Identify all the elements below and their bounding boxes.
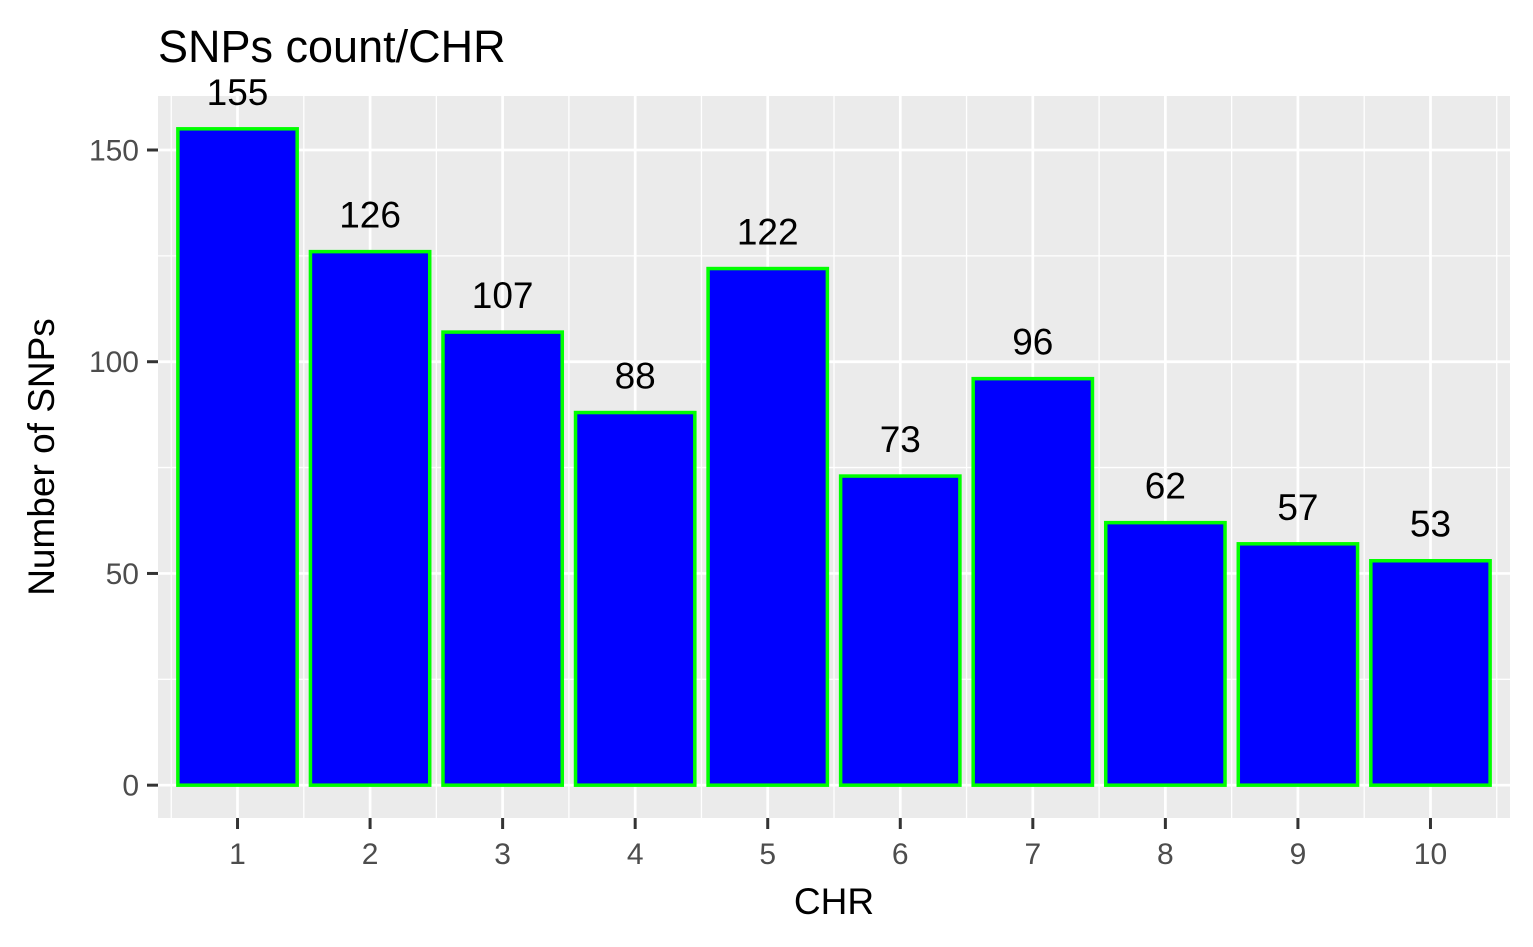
x-tick-label: 5	[759, 838, 776, 871]
chart-title: SNPs count/CHR	[158, 21, 506, 72]
x-axis: 1 2 3 4 5 6 7 8 9 10	[229, 818, 1447, 871]
x-tick-label: 4	[627, 838, 644, 871]
bar-value-label: 53	[1410, 504, 1451, 545]
y-tick-label: 50	[106, 558, 139, 591]
bar-chr-7	[973, 379, 1092, 786]
bar-chr-9	[1238, 544, 1357, 785]
bar-chr-3	[443, 332, 562, 785]
x-tick-label: 1	[229, 838, 246, 871]
bar-chr-5	[708, 269, 827, 786]
bar-value-label: 122	[737, 212, 799, 253]
bar-value-label: 62	[1145, 466, 1186, 507]
bar-chr-6	[841, 476, 960, 785]
bar-value-label: 96	[1012, 322, 1053, 363]
bar-chr-2	[310, 252, 429, 786]
y-axis: 0 50 100 150	[89, 134, 158, 802]
bar-chr-8	[1106, 523, 1225, 786]
bar-value-label: 57	[1277, 487, 1318, 528]
x-tick-label: 9	[1290, 838, 1307, 871]
y-tick-label: 0	[122, 770, 139, 803]
x-tick-label: 10	[1414, 838, 1447, 871]
y-tick-label: 100	[89, 346, 139, 379]
bar-chr-10	[1371, 561, 1490, 785]
x-tick-label: 6	[892, 838, 909, 871]
bar-chr-4	[576, 413, 695, 786]
x-tick-label: 8	[1157, 838, 1174, 871]
y-axis-title: Number of SNPs	[21, 318, 62, 596]
y-tick-label: 150	[89, 134, 139, 167]
bar-value-label: 88	[615, 356, 656, 397]
x-axis-title: CHR	[794, 881, 874, 922]
bar-value-label: 73	[880, 419, 921, 460]
bar-chr-1	[178, 129, 297, 785]
x-tick-label: 3	[494, 838, 511, 871]
bar-value-label: 126	[339, 195, 401, 236]
bar-value-label: 155	[207, 72, 269, 113]
x-tick-label: 2	[362, 838, 379, 871]
x-tick-label: 7	[1024, 838, 1041, 871]
bar-value-label: 107	[472, 275, 534, 316]
